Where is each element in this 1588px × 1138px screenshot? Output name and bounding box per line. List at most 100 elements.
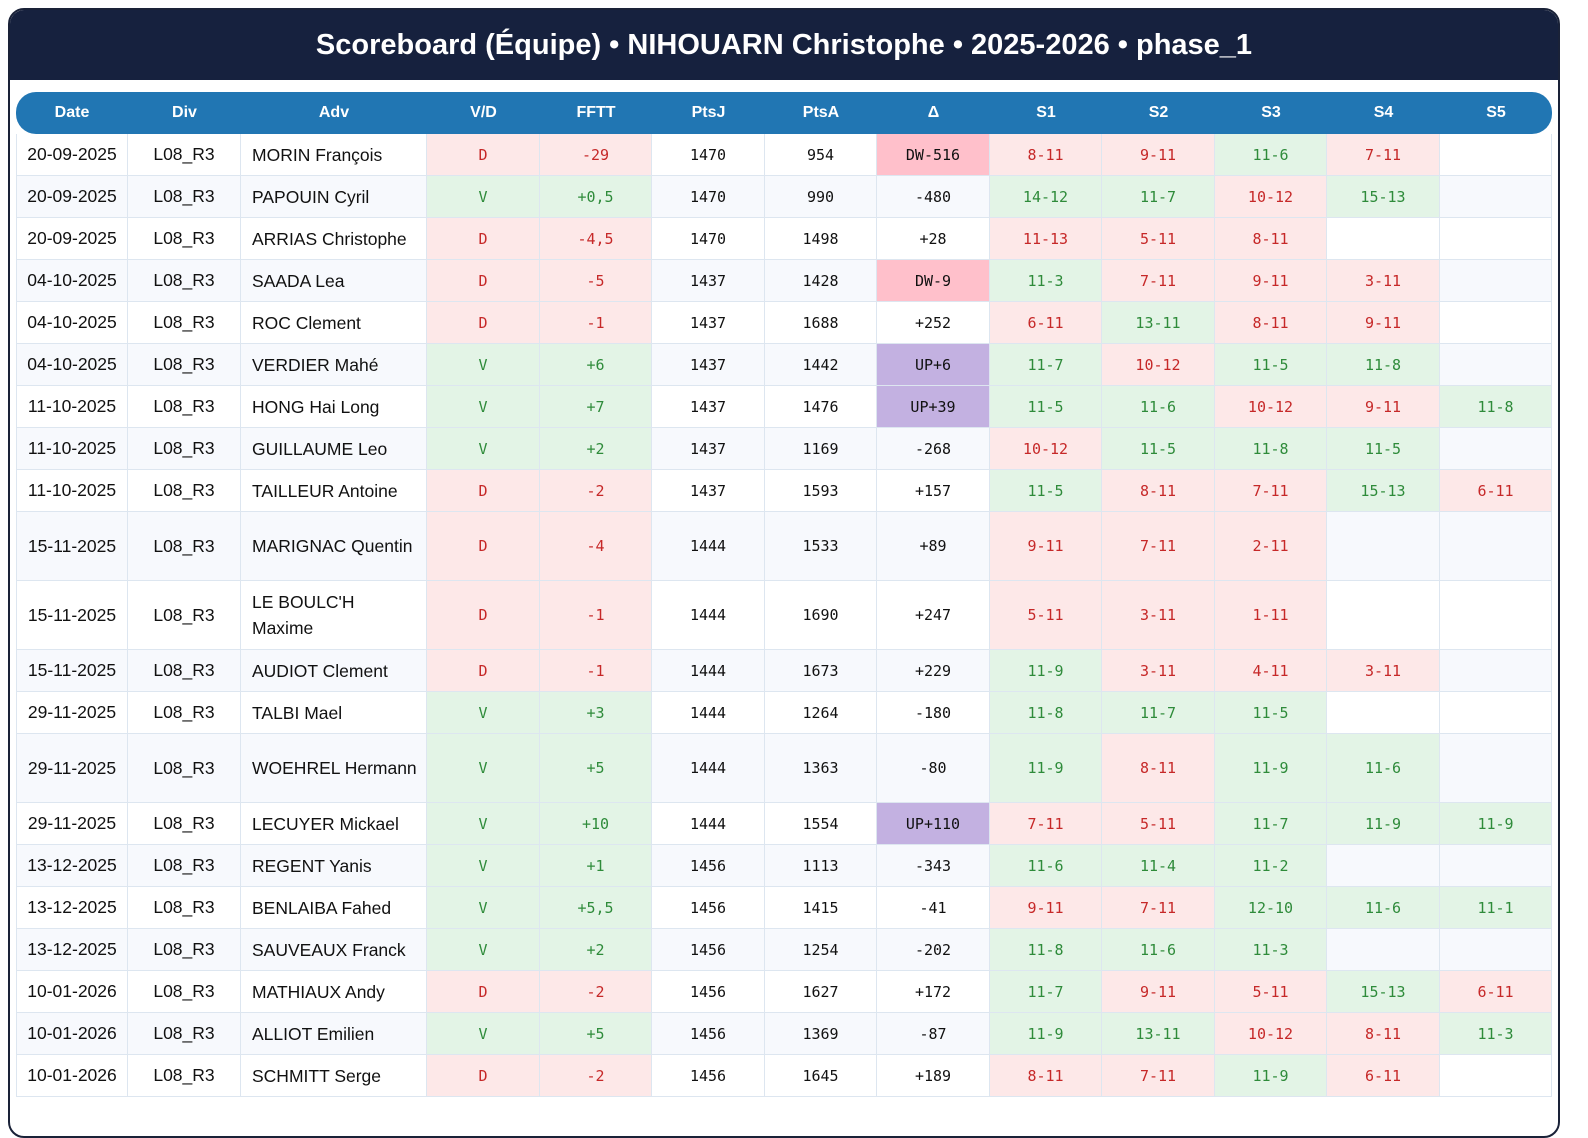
- set-2-cell: 8-11: [1102, 470, 1215, 512]
- set-2-cell: 3-11: [1102, 650, 1215, 692]
- set-4-cell: 6-11: [1327, 1055, 1440, 1097]
- set-2-cell: 11-5: [1102, 428, 1215, 470]
- set-1-cell: 11-9: [990, 734, 1102, 803]
- column-header-div[interactable]: Div: [128, 92, 241, 134]
- opponent-points-cell: 1169: [765, 428, 877, 470]
- table-row: 10-01-2026 L08_R3 MATHIAUX Andy D -2 1456 1627…: [16, 971, 1552, 1013]
- player-points-cell: 1444: [652, 692, 765, 734]
- set-5-cell: 11-9: [1440, 803, 1552, 845]
- delta-cell: UP+6: [877, 344, 990, 386]
- column-header-s4[interactable]: S4: [1327, 92, 1440, 134]
- set-1-cell: 8-11: [990, 1055, 1102, 1097]
- opponent-cell: ARRIAS Christophe: [241, 218, 427, 260]
- scoreboard-table: Date Div Adv V/D FFTT PtsJ PtsA Δ S1 S2 S3 S4 S5 20-…: [16, 92, 1552, 1097]
- opponent-cell: MATHIAUX Andy: [241, 971, 427, 1013]
- table-row: 10-01-2026 L08_R3 SCHMITT Serge D -2 1456 1645…: [16, 1055, 1552, 1097]
- opponent-cell: BENLAIBA Fahed: [241, 887, 427, 929]
- fftt-points-cell: +2: [540, 428, 652, 470]
- opponent-points-cell: 1593: [765, 470, 877, 512]
- set-1-cell: 7-11: [990, 803, 1102, 845]
- opponent-points-cell: 1442: [765, 344, 877, 386]
- set-3-cell: 10-12: [1215, 386, 1327, 428]
- table-row: 13-12-2025 L08_R3 REGENT Yanis V +1 1456 1113-…: [16, 845, 1552, 887]
- date-cell: 11-10-2025: [16, 386, 128, 428]
- result-cell: V: [427, 734, 540, 803]
- set-5-cell: [1440, 218, 1552, 260]
- div-cell: L08_R3: [128, 803, 241, 845]
- set-5-cell: [1440, 581, 1552, 650]
- opponent-points-cell: 1498: [765, 218, 877, 260]
- result-cell: D: [427, 581, 540, 650]
- column-header-ptsj[interactable]: PtsJ: [652, 92, 765, 134]
- opponent-cell: TAILLEUR Antoine: [241, 470, 427, 512]
- delta-cell: +172: [877, 971, 990, 1013]
- column-header-date[interactable]: Date: [16, 92, 128, 134]
- result-cell: D: [427, 470, 540, 512]
- opponent-cell: MORIN François: [241, 134, 427, 176]
- set-2-cell: 13-11: [1102, 302, 1215, 344]
- date-cell: 15-11-2025: [16, 581, 128, 650]
- div-cell: L08_R3: [128, 1055, 241, 1097]
- opponent-points-cell: 1113: [765, 845, 877, 887]
- opponent-cell: TALBI Mael: [241, 692, 427, 734]
- opponent-cell: ALLIOT Emilien: [241, 1013, 427, 1055]
- set-1-cell: 9-11: [990, 887, 1102, 929]
- column-header-adv[interactable]: Adv: [241, 92, 427, 134]
- scoreboard-card: Scoreboard (Équipe) • NIHOUARN Christoph…: [8, 8, 1560, 1138]
- div-cell: L08_R3: [128, 734, 241, 803]
- set-2-cell: 7-11: [1102, 260, 1215, 302]
- fftt-points-cell: +0,5: [540, 176, 652, 218]
- div-cell: L08_R3: [128, 344, 241, 386]
- fftt-points-cell: -4,5: [540, 218, 652, 260]
- set-4-cell: [1327, 512, 1440, 581]
- table-row: 10-01-2026 L08_R3 ALLIOT Emilien V +5 1456 136…: [16, 1013, 1552, 1055]
- set-1-cell: 11-7: [990, 971, 1102, 1013]
- set-3-cell: 11-6: [1215, 134, 1327, 176]
- player-points-cell: 1456: [652, 929, 765, 971]
- opponent-cell: PAPOUIN Cyril: [241, 176, 427, 218]
- column-header-s3[interactable]: S3: [1215, 92, 1327, 134]
- date-cell: 13-12-2025: [16, 929, 128, 971]
- date-cell: 29-11-2025: [16, 692, 128, 734]
- table-row: 29-11-2025 L08_R3 WOEHREL Hermann V +5 1444 13…: [16, 734, 1552, 803]
- player-points-cell: 1437: [652, 260, 765, 302]
- column-header-vd[interactable]: V/D: [427, 92, 540, 134]
- column-header-ptsa[interactable]: PtsA: [765, 92, 877, 134]
- column-header-fftt[interactable]: FFTT: [540, 92, 652, 134]
- date-cell: 10-01-2026: [16, 971, 128, 1013]
- delta-cell: +157: [877, 470, 990, 512]
- opponent-cell: HONG Hai Long: [241, 386, 427, 428]
- set-3-cell: 11-9: [1215, 734, 1327, 803]
- set-5-cell: 6-11: [1440, 470, 1552, 512]
- table-row: 15-11-2025 L08_R3 LE BOULC'H Maxime D -1 1444…: [16, 581, 1552, 650]
- table-row: 20-09-2025 L08_R3 MORIN François D -29 1470 95…: [16, 134, 1552, 176]
- set-4-cell: [1327, 929, 1440, 971]
- set-5-cell: [1440, 302, 1552, 344]
- div-cell: L08_R3: [128, 218, 241, 260]
- div-cell: L08_R3: [128, 1013, 241, 1055]
- player-points-cell: 1437: [652, 470, 765, 512]
- column-header-s1[interactable]: S1: [990, 92, 1102, 134]
- set-2-cell: 11-6: [1102, 929, 1215, 971]
- set-4-cell: [1327, 218, 1440, 260]
- result-cell: V: [427, 386, 540, 428]
- opponent-points-cell: 1369: [765, 1013, 877, 1055]
- set-1-cell: 6-11: [990, 302, 1102, 344]
- player-points-cell: 1444: [652, 650, 765, 692]
- set-3-cell: 11-5: [1215, 692, 1327, 734]
- set-5-cell: 6-11: [1440, 971, 1552, 1013]
- set-1-cell: 8-11: [990, 134, 1102, 176]
- player-points-cell: 1444: [652, 581, 765, 650]
- player-points-cell: 1470: [652, 218, 765, 260]
- set-3-cell: 8-11: [1215, 218, 1327, 260]
- column-header-s5[interactable]: S5: [1440, 92, 1552, 134]
- table-row: 04-10-2025 L08_R3 SAADA Lea D -5 1437 1428 DW-9…: [16, 260, 1552, 302]
- column-header-s2[interactable]: S2: [1102, 92, 1215, 134]
- set-4-cell: 15-13: [1327, 971, 1440, 1013]
- column-header-delta[interactable]: Δ: [877, 92, 990, 134]
- result-cell: D: [427, 650, 540, 692]
- player-points-cell: 1456: [652, 845, 765, 887]
- opponent-points-cell: 1476: [765, 386, 877, 428]
- div-cell: L08_R3: [128, 512, 241, 581]
- set-4-cell: [1327, 845, 1440, 887]
